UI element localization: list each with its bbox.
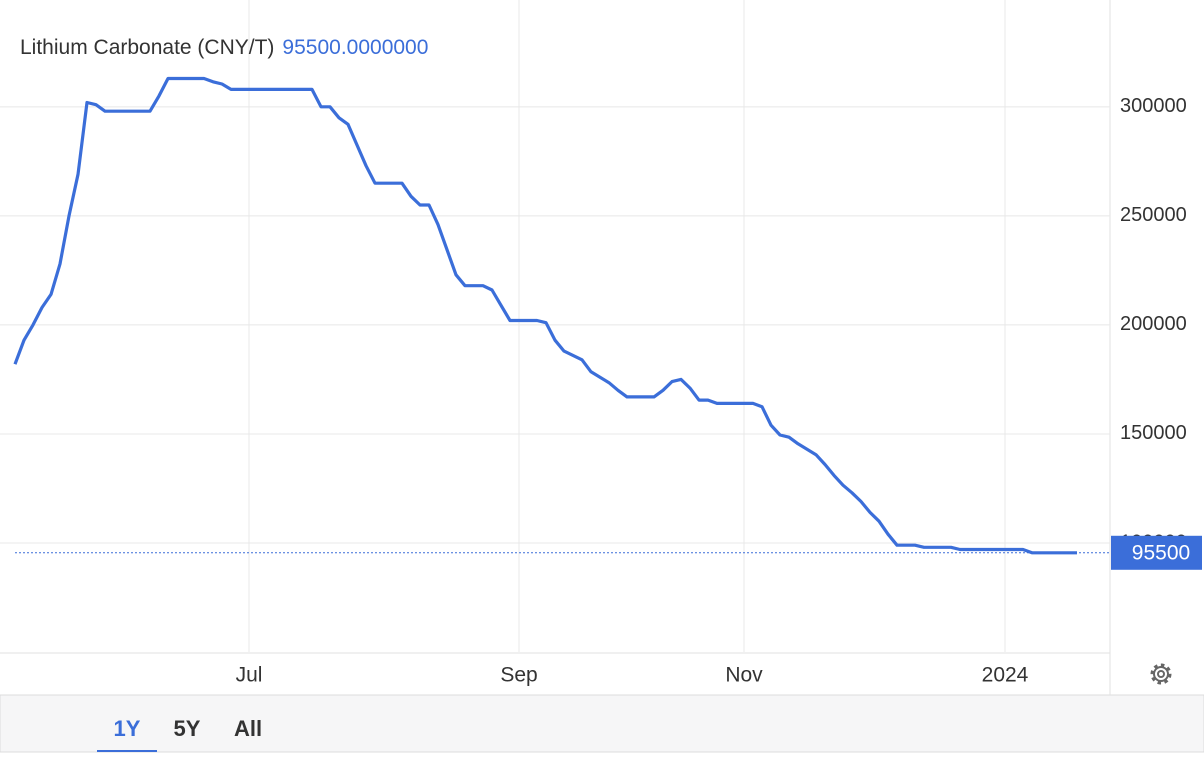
title-text: Lithium Carbonate (CNY/T)	[20, 36, 274, 59]
range-button[interactable]: 1Y	[114, 716, 141, 741]
settings-icon[interactable]	[1150, 663, 1172, 685]
price-line	[13, 76, 1077, 555]
x-tick-label: Nov	[725, 664, 763, 687]
range-button[interactable]: All	[234, 716, 262, 741]
y-tick-label: 200000	[1120, 313, 1187, 335]
y-tick-label: 250000	[1120, 204, 1187, 226]
current-value: 95500.0000000	[282, 36, 428, 59]
y-tick-label: 150000	[1120, 422, 1187, 444]
y-tick-label: 300000	[1120, 95, 1187, 117]
last-value-label: 95500	[1132, 541, 1190, 564]
x-tick-label: 2024	[982, 664, 1029, 687]
last-value-badge	[1111, 535, 1202, 570]
chart-title: Lithium Carbonate (CNY/T) 95500.0000000	[20, 36, 428, 59]
x-tick-label: Jul	[236, 664, 263, 687]
x-tick-label: Sep	[500, 664, 537, 687]
range-bar	[0, 694, 1204, 753]
range-button[interactable]: 5Y	[174, 716, 201, 741]
